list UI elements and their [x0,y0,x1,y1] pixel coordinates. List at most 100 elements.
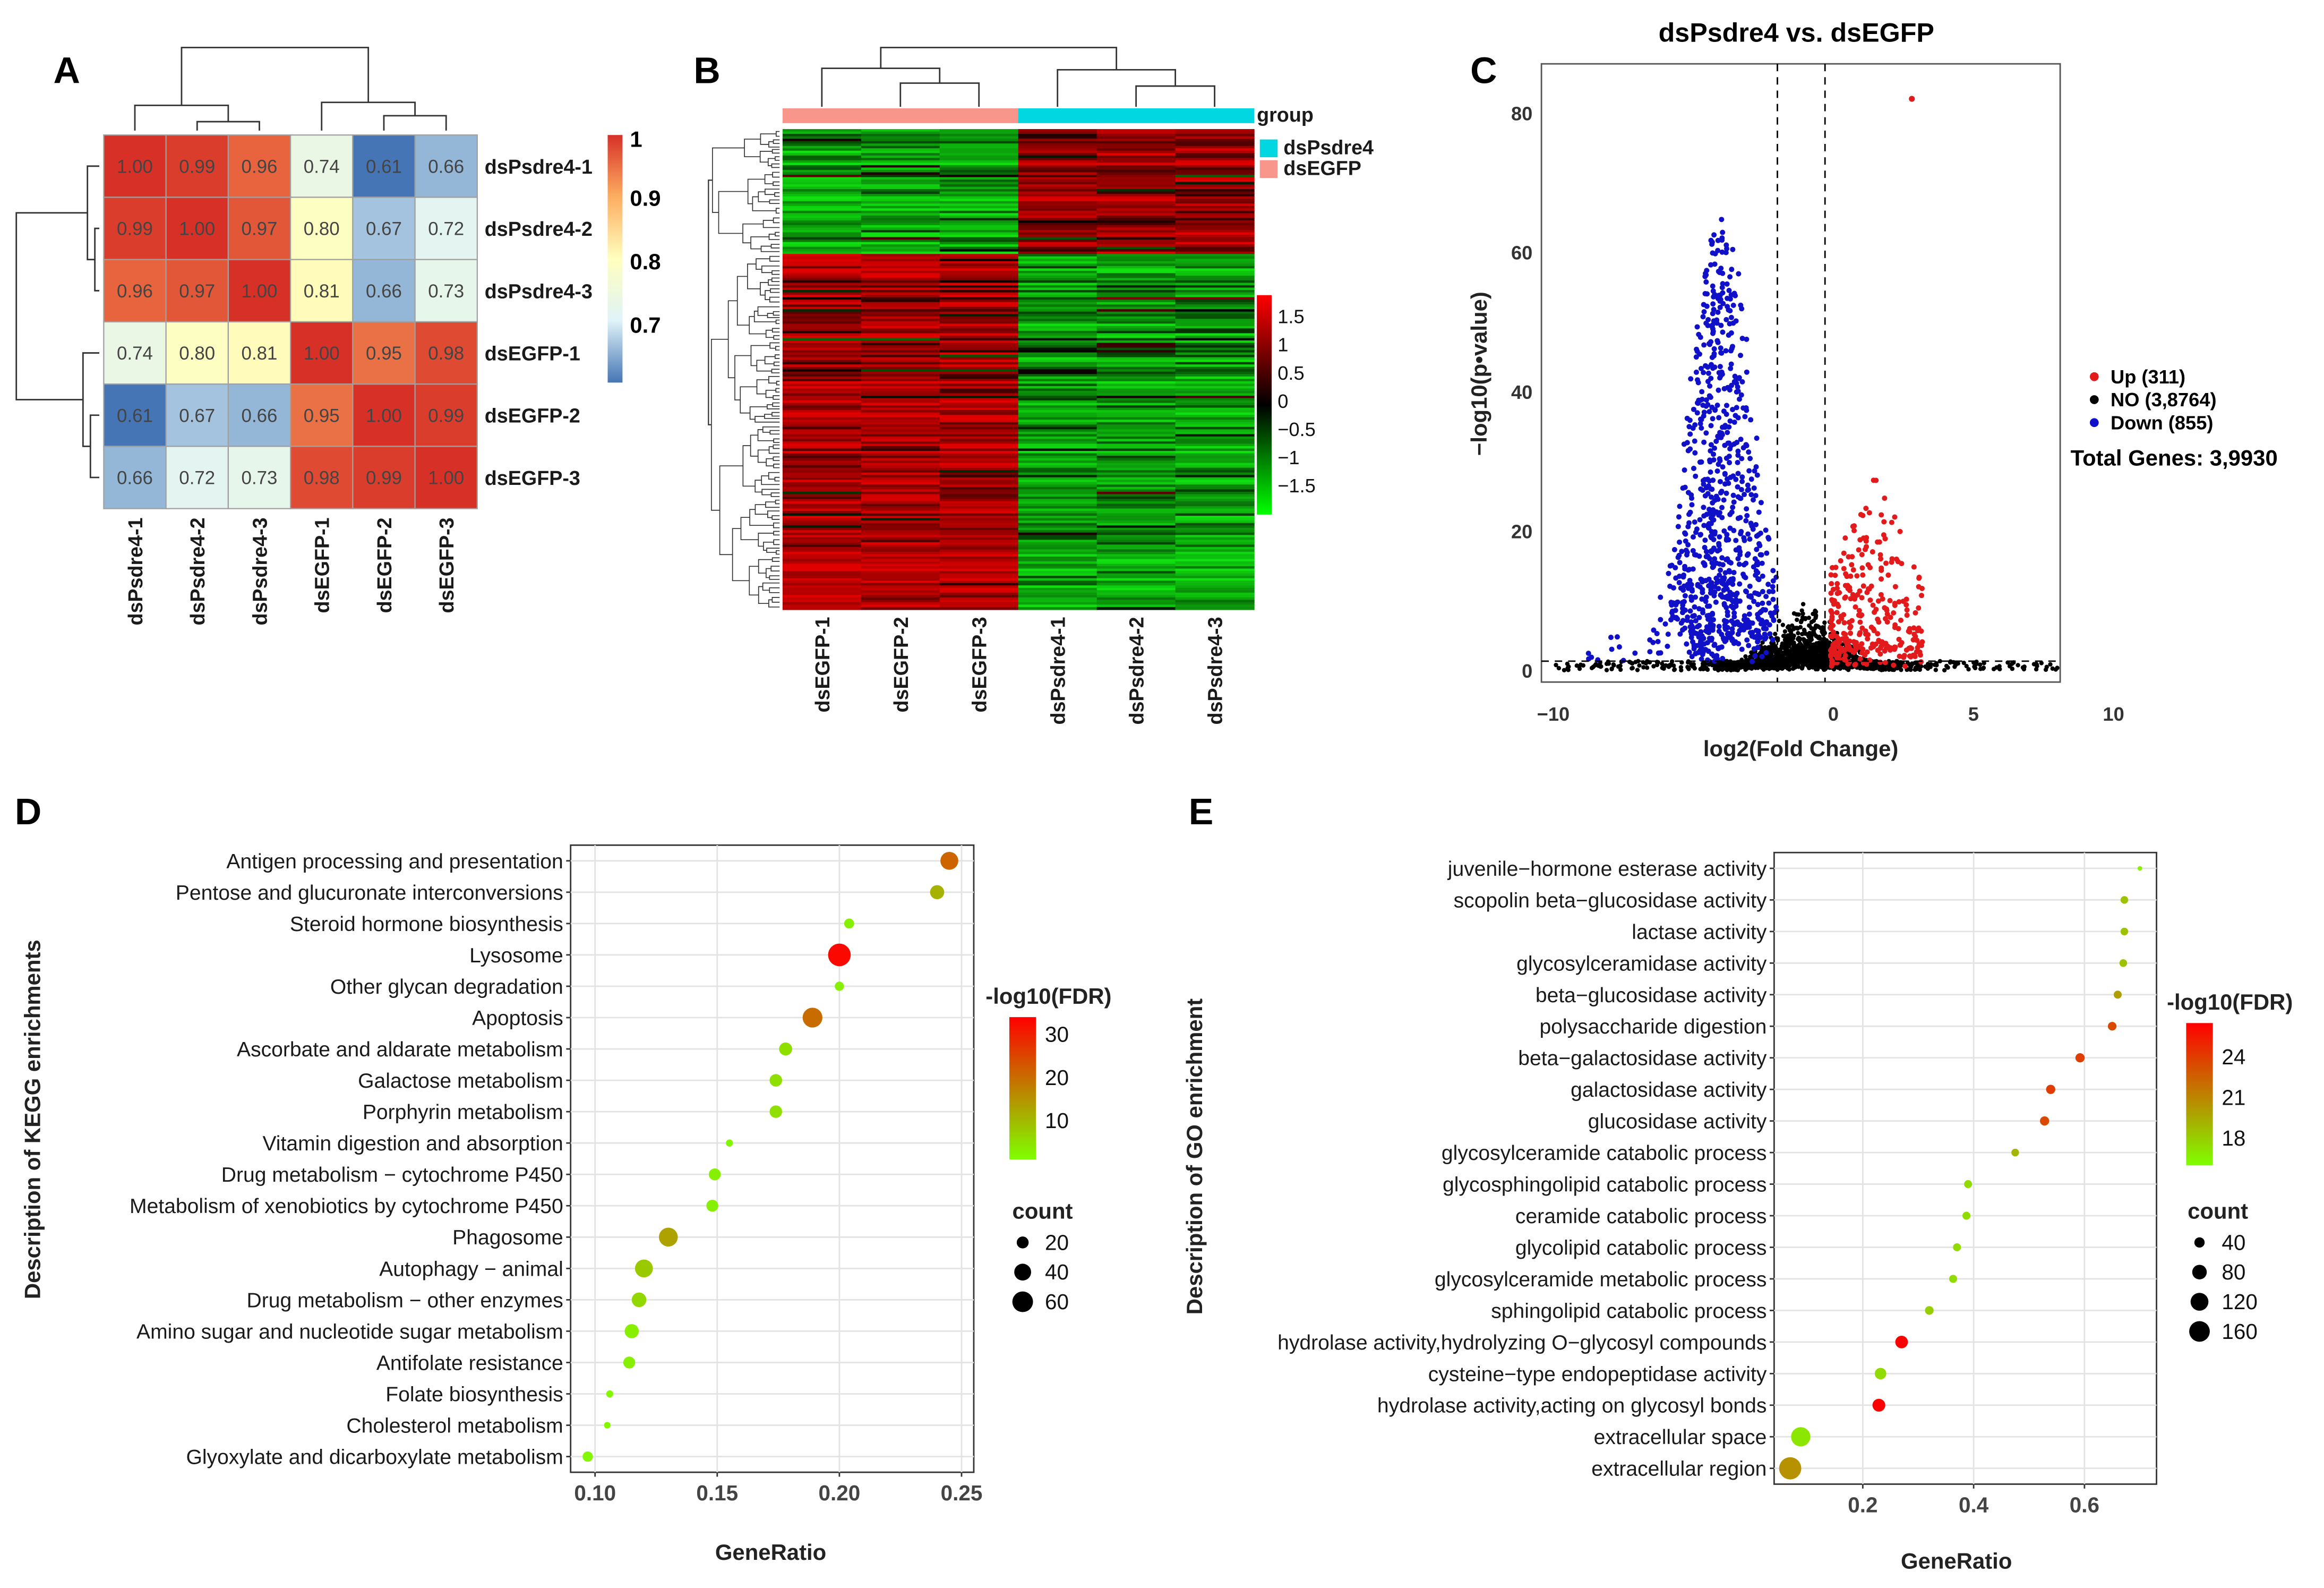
heatmap-cell [1018,551,1097,555]
heatmap-cell [939,155,1019,159]
heatmap-cell [939,568,1019,572]
volcano-point-no [1671,668,1677,672]
volcano-point-down [1686,650,1692,655]
row-dendrogram [769,199,780,204]
legend-label: NO (3,8764) [2111,389,2217,411]
volcano-point-no [1766,661,1771,666]
heatmap-cell [939,295,1019,298]
volcano-point-no [1961,660,1966,665]
heatmap-cell [1018,415,1097,418]
volcano-point-down [1728,361,1734,367]
volcano-point-down [1697,421,1703,426]
size-legend-dot [2189,1321,2210,1342]
heatmap-cell [1018,496,1097,500]
heatmap-cell [782,182,862,185]
cell-value: 1.00 [366,405,402,426]
volcano-point-no [1981,665,1986,670]
volcano-point-down [1717,547,1722,552]
cell-value: 0.98 [304,468,340,489]
volcano-point-down [1701,309,1707,315]
term-label: Ascorbate and aldarate metabolism [237,1038,563,1061]
volcano-point-no [2048,662,2053,667]
term-label: hydrolase activity,hydrolyzing O−glycosy… [1277,1331,1766,1354]
heatmap-cell [1175,508,1255,512]
row-dendrogram [747,178,765,204]
heatmap-cell [782,386,862,389]
heatmap-cell [939,340,1019,344]
heatmap-cell [861,210,940,214]
row-dendrogram [770,288,780,293]
volcano-point-no [1678,665,1684,670]
heatmap-cell [1175,554,1255,558]
legend-label: Up (311) [2111,366,2185,388]
heatmap-cell [782,278,862,281]
heatmap-cell [352,259,416,323]
heatmap-cell [1096,131,1176,135]
heatmap-cell [782,607,862,610]
volcano-point-no [1806,652,1812,657]
kegg-size-legend-title: count [1013,1199,1073,1224]
volcano-point-down [1665,631,1671,637]
heatmap-cell [1018,280,1097,284]
column-label: dsPsdre4-1 [1047,617,1069,724]
heatmap-cell [1018,448,1097,452]
heatmap-cell [939,158,1019,161]
heatmap-cell [1018,153,1097,156]
term-label: glycosylceramide metabolic process [1435,1268,1767,1291]
volcano-point-no [1795,648,1800,654]
cell-value: 0.61 [117,405,153,426]
volcano-point-no [1800,615,1805,620]
heatmap-cell [1018,350,1097,353]
heatmap-cell [1175,544,1255,548]
heatmap-cell [861,547,940,550]
heatmap-cell [1018,261,1097,264]
heatmap-cell [1018,554,1097,558]
volcano-point-down [1754,547,1760,552]
heatmap-cell [939,146,1019,149]
heatmap-cell [1175,405,1255,408]
heatmap-cell [939,215,1019,219]
heatmap-cell [290,259,354,323]
heatmap-cell [1175,223,1255,226]
volcano-point-no [1799,645,1805,650]
heatmap-cell [939,501,1019,505]
heatmap-cell [782,191,862,195]
volcano-point-no [1685,664,1690,670]
heatmap-cell [861,143,940,147]
heatmap-cell [1018,223,1097,226]
heatmap-cell [782,422,862,425]
heatmap-cell [782,323,862,327]
heatmap-cell [1018,235,1097,238]
heatmap-cell [782,287,862,291]
heatmap-cell [1175,352,1255,356]
heatmap-cell [939,141,1019,144]
volcano-point-down [1713,438,1719,444]
colorbar [1257,295,1272,515]
volcano-point-down [1680,572,1687,578]
heatmap-cell [782,319,862,322]
heatmap-cell [1175,246,1255,250]
volcano-point-no [1654,660,1660,664]
volcano-point-no [1897,660,1902,665]
volcano-point-down [1727,525,1733,531]
term-label: Phagosome [452,1226,563,1249]
x-tick-label: 5 [1968,703,1979,725]
volcano-point-no [1808,662,1813,668]
heatmap-cell [939,477,1019,481]
heatmap-cell [939,415,1019,418]
volcano-point-down [1744,369,1750,375]
volcano-point-up [1887,647,1893,653]
volcano-point-down [1684,552,1690,558]
volcano-point-down [1731,419,1737,425]
heatmap-cell [939,573,1019,577]
heatmap-cell [861,355,940,358]
heatmap-cell [861,155,940,159]
heatmap-cell [861,225,940,228]
volcano-point-down [1773,604,1779,610]
heatmap-cell [1096,347,1176,351]
column-label: dsEGFP-1 [311,517,333,613]
heatmap-cell [861,223,940,226]
heatmap-cell [1175,227,1255,231]
heatmap-cell [1096,129,1176,132]
heatmap-cell [861,194,940,197]
